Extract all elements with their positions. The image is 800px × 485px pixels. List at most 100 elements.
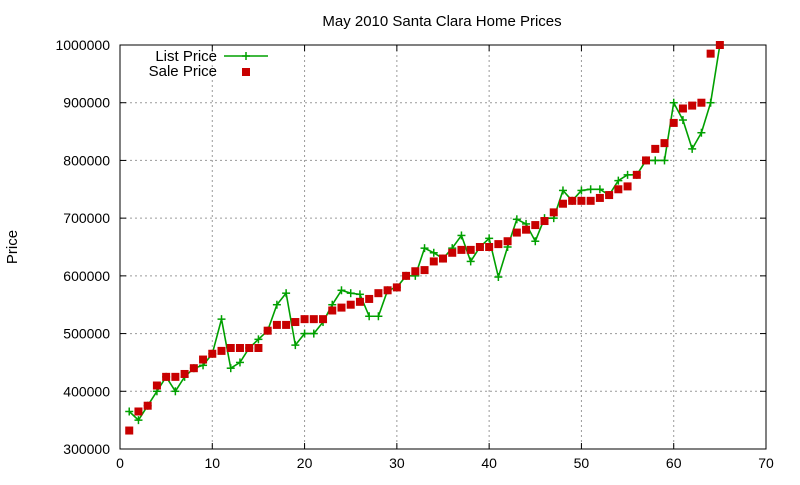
series-line-list-price bbox=[128, 44, 721, 422]
data-point-sale-price bbox=[235, 344, 244, 352]
data-point-sale-price bbox=[448, 248, 457, 257]
data-point-sale-price bbox=[595, 193, 604, 202]
data-point-list-price bbox=[457, 231, 466, 240]
data-point-list-price bbox=[466, 257, 475, 266]
data-point-sale-price bbox=[494, 240, 503, 249]
data-point-sale-price bbox=[558, 199, 567, 208]
data-point-sale-price bbox=[162, 372, 171, 381]
data-point-list-price bbox=[291, 341, 300, 350]
data-point-list-price bbox=[494, 273, 503, 282]
x-tick-label: 40 bbox=[481, 455, 497, 471]
data-point-sale-price bbox=[512, 228, 521, 237]
data-point-list-price bbox=[614, 176, 623, 185]
data-point-sale-price bbox=[577, 196, 586, 205]
data-point-list-price bbox=[678, 116, 687, 125]
data-point-sale-price bbox=[346, 300, 355, 309]
data-point-list-price bbox=[595, 185, 604, 194]
data-point-sale-price bbox=[125, 426, 134, 435]
data-point-sale-price bbox=[374, 289, 383, 298]
data-point-sale-price bbox=[706, 49, 715, 58]
data-point-sale-price bbox=[688, 101, 697, 110]
series-list-price bbox=[125, 41, 724, 425]
data-point-list-price bbox=[125, 407, 134, 416]
legend-sample-marker-sale-price bbox=[242, 68, 250, 76]
data-point-sale-price bbox=[254, 344, 263, 352]
data-point-sale-price bbox=[263, 326, 272, 335]
y-tick-label: 1000000 bbox=[55, 37, 110, 53]
data-point-sale-price bbox=[402, 271, 411, 280]
data-point-sale-price bbox=[642, 156, 651, 165]
y-tick-label: 400000 bbox=[63, 383, 110, 399]
data-point-list-price bbox=[365, 312, 374, 321]
data-point-list-price bbox=[254, 335, 263, 344]
data-point-sale-price bbox=[134, 407, 143, 416]
y-tick-label: 500000 bbox=[63, 326, 110, 342]
data-point-sale-price bbox=[355, 297, 364, 306]
data-point-sale-price bbox=[614, 185, 623, 194]
data-point-list-price bbox=[337, 286, 346, 295]
data-point-sale-price bbox=[272, 320, 281, 329]
legend: List Price Sale Price bbox=[149, 48, 268, 80]
data-point-sale-price bbox=[485, 243, 494, 251]
x-tick-label: 0 bbox=[116, 455, 124, 471]
data-point-list-price bbox=[226, 364, 235, 373]
data-point-sale-price bbox=[152, 381, 161, 390]
data-point-sale-price bbox=[466, 245, 475, 254]
data-point-sale-price bbox=[328, 306, 337, 315]
data-point-sale-price bbox=[697, 98, 706, 107]
data-point-sale-price bbox=[208, 349, 217, 358]
data-point-list-price bbox=[485, 234, 494, 243]
data-point-list-price bbox=[651, 156, 660, 165]
data-point-sale-price bbox=[651, 144, 660, 153]
data-point-sale-price bbox=[457, 245, 466, 254]
data-point-sale-price bbox=[669, 118, 678, 127]
grid bbox=[120, 45, 766, 449]
data-point-list-price bbox=[697, 128, 706, 137]
y-tick-label: 600000 bbox=[63, 268, 110, 284]
data-point-list-price bbox=[235, 358, 244, 367]
data-point-sale-price bbox=[143, 401, 152, 410]
data-point-list-price bbox=[706, 98, 715, 107]
chart-title: May 2010 Santa Clara Home Prices bbox=[322, 13, 561, 30]
data-point-list-price bbox=[171, 387, 180, 396]
data-point-sale-price bbox=[475, 243, 484, 251]
data-point-sale-price bbox=[678, 104, 687, 113]
data-point-sale-price bbox=[549, 208, 558, 217]
legend-label-list-price: List Price bbox=[155, 48, 217, 65]
data-point-sale-price bbox=[291, 318, 300, 327]
data-point-sale-price bbox=[605, 191, 614, 200]
data-point-list-price bbox=[355, 290, 364, 299]
y-tick-label: 300000 bbox=[63, 441, 110, 457]
data-point-sale-price bbox=[309, 315, 318, 324]
data-point-sale-price bbox=[632, 170, 641, 179]
data-point-list-price bbox=[688, 144, 697, 153]
data-point-list-price bbox=[346, 289, 355, 298]
y-axis-label: Price bbox=[4, 230, 21, 264]
data-point-list-price bbox=[429, 248, 438, 257]
data-point-sale-price bbox=[411, 267, 420, 276]
data-point-sale-price bbox=[189, 364, 198, 373]
x-tick-label: 10 bbox=[204, 455, 220, 471]
data-point-sale-price bbox=[623, 182, 632, 191]
axes: 0 10 20 30 40 50 60 70 300000 400000 500000 600000 7… bbox=[55, 37, 774, 471]
data-point-sale-price bbox=[439, 254, 447, 263]
series-layer bbox=[125, 41, 724, 435]
data-point-list-price bbox=[531, 237, 540, 246]
data-point-sale-price bbox=[245, 344, 254, 352]
data-point-sale-price bbox=[540, 217, 549, 226]
x-tick-label: 20 bbox=[297, 455, 313, 471]
x-tick-label: 70 bbox=[758, 455, 774, 471]
y-tick-label: 700000 bbox=[63, 210, 110, 226]
data-point-list-price bbox=[282, 289, 291, 298]
data-point-sale-price bbox=[180, 369, 189, 378]
data-point-sale-price bbox=[392, 283, 401, 292]
data-point-list-price bbox=[660, 156, 669, 165]
data-point-sale-price bbox=[383, 286, 392, 295]
data-point-sale-price bbox=[568, 196, 577, 205]
data-point-list-price bbox=[558, 186, 567, 195]
data-point-sale-price bbox=[715, 41, 724, 49]
data-point-sale-price bbox=[586, 196, 595, 205]
data-point-list-price bbox=[217, 315, 226, 324]
data-point-sale-price bbox=[171, 372, 180, 381]
